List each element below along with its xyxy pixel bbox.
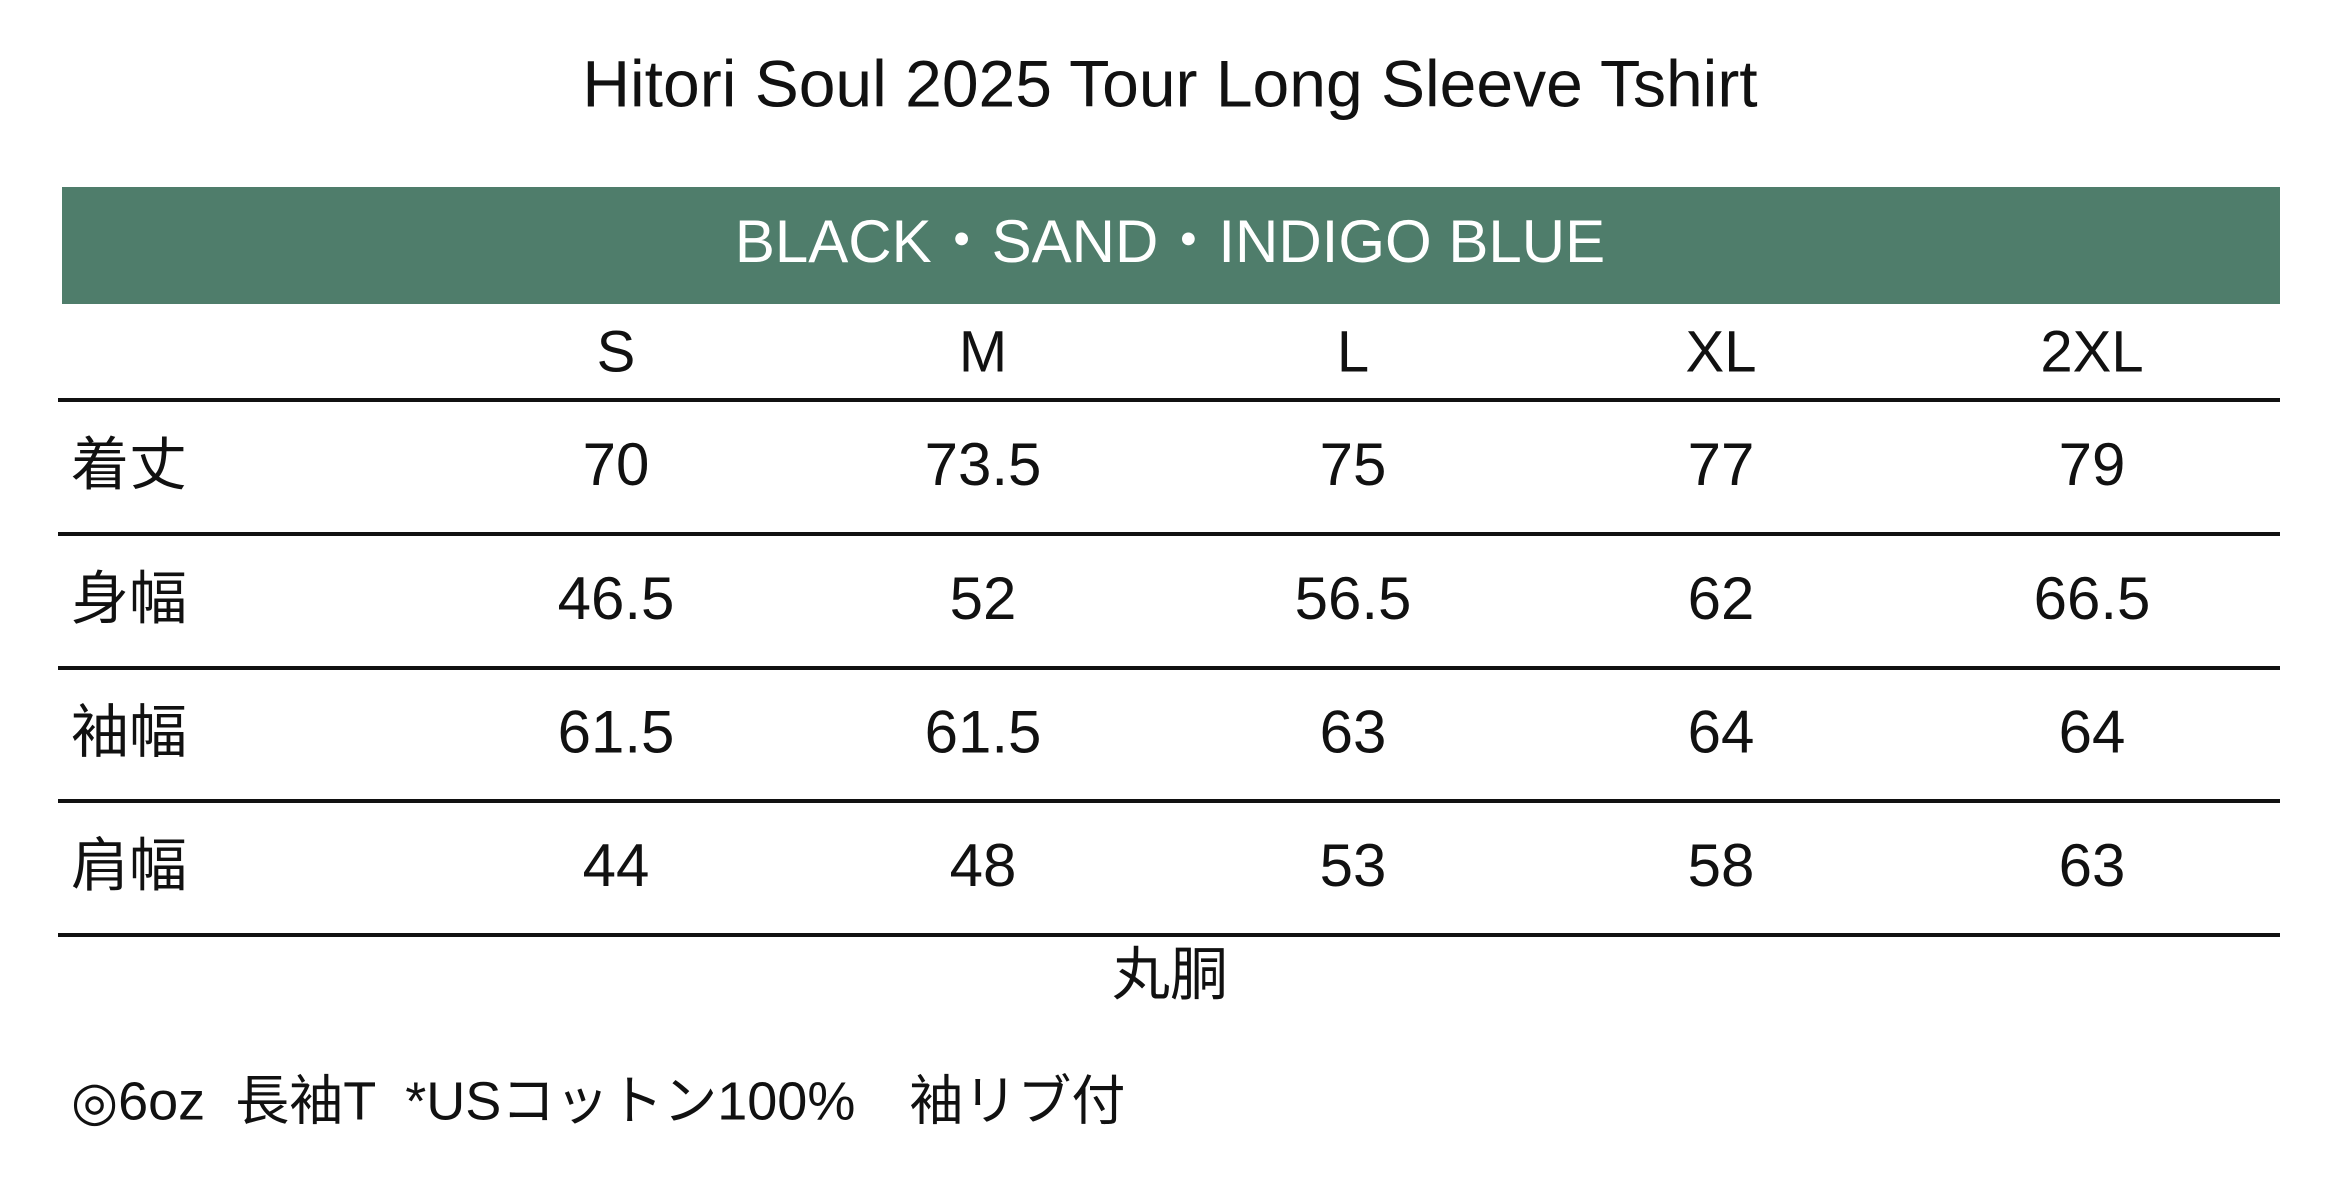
cell: 61.5 xyxy=(925,698,1042,765)
color-band xyxy=(62,187,2280,304)
cell: 63 xyxy=(2059,832,2126,899)
color-names: BLACK・SAND・INDIGO BLUE xyxy=(735,208,1605,275)
column-header: XL xyxy=(1686,319,1757,384)
column-header: L xyxy=(1337,319,1369,384)
cell: 79 xyxy=(2059,431,2126,498)
row-label: 着丈 xyxy=(71,432,187,497)
cell: 52 xyxy=(950,565,1017,632)
cell: 66.5 xyxy=(2034,565,2151,632)
title: Hitori Soul 2025 Tour Long Sleeve Tshirt xyxy=(582,46,1757,120)
cell: 46.5 xyxy=(558,565,675,632)
column-header: 2XL xyxy=(2040,319,2143,384)
cell: 48 xyxy=(950,832,1017,899)
cell: 75 xyxy=(1320,431,1387,498)
cell: 73.5 xyxy=(925,431,1042,498)
footer: 丸胴 xyxy=(1112,942,1228,1007)
cell: 77 xyxy=(1688,431,1755,498)
cell: 53 xyxy=(1320,832,1387,899)
cell: 63 xyxy=(1320,698,1387,765)
size-table: S M L XL 2XL 着丈 70 73.5 75 77 79 身幅 46.5 52 56.5 62 66.5… xyxy=(58,319,2280,937)
row-label: 肩幅 xyxy=(71,833,187,898)
column-header: S xyxy=(597,319,636,384)
column-header: M xyxy=(959,319,1007,384)
note: ◎6oz 長袖T *USコットン100% 袖リブ付 xyxy=(71,1071,1125,1131)
cell: 61.5 xyxy=(558,698,675,765)
row-label: 身幅 xyxy=(71,566,187,631)
cell: 58 xyxy=(1688,832,1755,899)
cell: 64 xyxy=(2059,698,2126,765)
cell: 56.5 xyxy=(1295,565,1412,632)
cell: 64 xyxy=(1688,698,1755,765)
cell: 62 xyxy=(1688,565,1755,632)
cell: 70 xyxy=(583,431,650,498)
cell: 44 xyxy=(583,832,650,899)
row-label: 袖幅 xyxy=(71,700,187,765)
